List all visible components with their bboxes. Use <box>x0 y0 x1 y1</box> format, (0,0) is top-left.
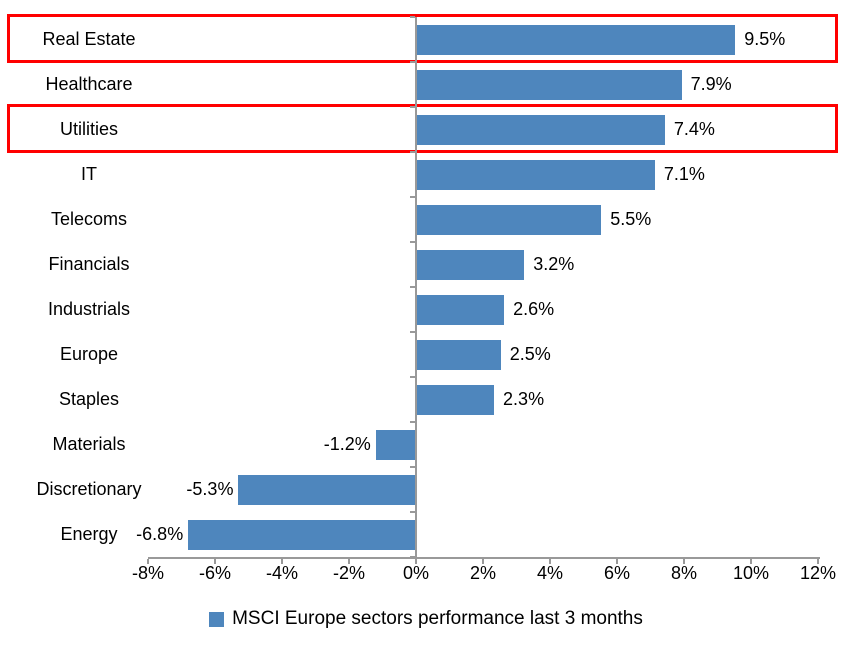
category-label: Discretionary <box>36 479 142 499</box>
category-tick <box>410 106 415 108</box>
bar <box>417 294 505 325</box>
category-label: Europe <box>59 344 119 364</box>
category-label: IT <box>81 164 97 184</box>
x-axis-line <box>148 557 820 559</box>
category-label: Industrials <box>47 299 131 319</box>
x-tick-label: -8% <box>131 563 164 583</box>
category-tick <box>410 151 415 153</box>
x-axis-tick <box>683 559 685 564</box>
category-label: Healthcare <box>45 74 133 94</box>
category-tick <box>410 16 415 18</box>
x-axis-tick <box>549 559 551 564</box>
data-label: 7.9% <box>690 74 732 94</box>
x-tick-label: -6% <box>198 563 231 583</box>
legend: MSCI Europe sectors performance last 3 m… <box>0 608 852 630</box>
bar <box>417 339 501 370</box>
x-tick-label: 6% <box>603 563 630 583</box>
x-tick-label: 8% <box>670 563 697 583</box>
x-axis-tick <box>482 559 484 564</box>
category-label: Materials <box>52 434 126 454</box>
category-tick <box>410 466 415 468</box>
category-tick <box>410 421 415 423</box>
x-tick-label: 4% <box>536 563 563 583</box>
bar <box>188 519 416 550</box>
data-label: -6.8% <box>136 524 184 544</box>
category-label: Utilities <box>59 119 118 139</box>
x-axis-tick <box>750 559 752 564</box>
x-axis-tick <box>281 559 283 564</box>
data-label: 2.6% <box>513 299 555 319</box>
x-tick-label: 0% <box>402 563 429 583</box>
x-axis-tick <box>616 559 618 564</box>
x-tick-label: 2% <box>469 563 496 583</box>
bar <box>417 159 655 190</box>
legend-label: MSCI Europe sectors performance last 3 m… <box>232 608 643 629</box>
data-label: 7.4% <box>673 119 715 139</box>
category-tick <box>410 61 415 63</box>
data-label: 5.5% <box>610 209 652 229</box>
x-axis-tick <box>348 559 350 564</box>
data-label: 2.5% <box>509 344 551 364</box>
x-tick-label: -4% <box>265 563 298 583</box>
bar <box>417 384 495 415</box>
category-label: Real Estate <box>42 29 136 49</box>
data-label: 7.1% <box>663 164 705 184</box>
category-label: Staples <box>58 389 120 409</box>
x-axis-tick <box>817 559 819 564</box>
data-label: -5.3% <box>186 479 234 499</box>
category-tick <box>410 556 415 558</box>
bar <box>375 429 416 460</box>
bar <box>417 24 736 55</box>
x-tick-label: 12% <box>799 563 837 583</box>
category-label: Telecoms <box>50 209 128 229</box>
category-label: Energy <box>60 524 118 544</box>
category-tick <box>410 196 415 198</box>
category-tick <box>410 241 415 243</box>
x-tick-label: 10% <box>732 563 770 583</box>
bar <box>417 69 682 100</box>
x-axis-tick <box>415 559 417 564</box>
category-label: Financials <box>48 254 130 274</box>
category-tick <box>410 376 415 378</box>
legend-swatch-icon <box>209 611 225 627</box>
category-tick <box>410 511 415 513</box>
bar <box>417 114 665 145</box>
category-tick <box>410 331 415 333</box>
x-axis-tick <box>214 559 216 564</box>
bar <box>417 204 602 235</box>
bar <box>417 249 525 280</box>
bar <box>238 474 416 505</box>
x-tick-label: -2% <box>332 563 365 583</box>
data-label: 9.5% <box>744 29 786 49</box>
x-axis-tick <box>147 559 149 564</box>
data-label: 3.2% <box>533 254 575 274</box>
data-label: 2.3% <box>503 389 545 409</box>
data-label: -1.2% <box>323 434 371 454</box>
category-tick <box>410 286 415 288</box>
y-axis-line <box>415 17 417 559</box>
